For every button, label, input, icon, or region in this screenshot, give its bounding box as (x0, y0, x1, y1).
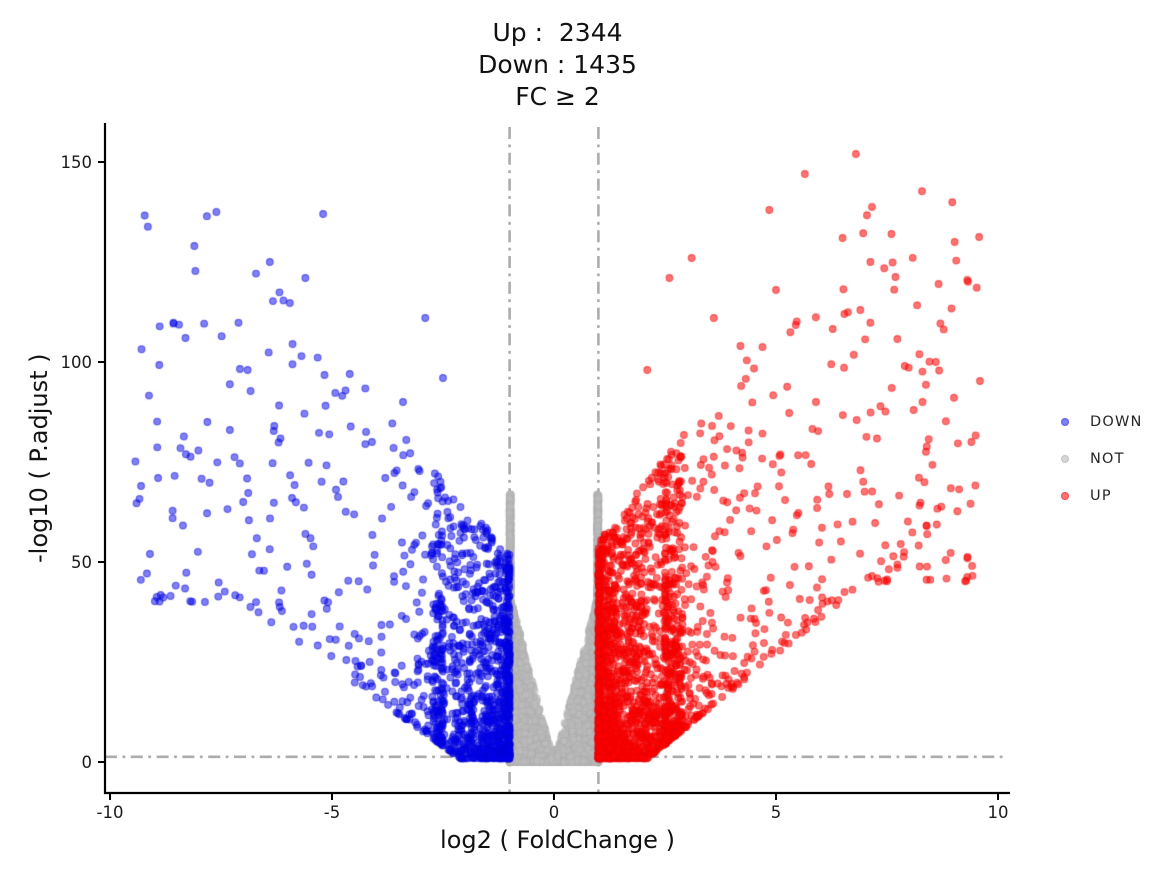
legend-swatch-not-icon (1061, 455, 1069, 463)
legend-label-not: NOT (1090, 451, 1125, 467)
legend: DOWN NOT UP (1050, 410, 1170, 521)
legend-swatch-down-icon (1061, 418, 1069, 426)
legend-label-up: UP (1090, 488, 1112, 504)
title-line-fc-threshold: FC ≥ 2 (515, 82, 600, 111)
legend-item-down: DOWN (1050, 410, 1170, 434)
chart-title: Up : 2344 Down : 1435 FC ≥ 2 (105, 17, 1010, 113)
y-axis-label: -log10 ( P.adjust ) (25, 353, 53, 563)
title-line-up-count: Up : 2344 (492, 18, 623, 47)
legend-label-down: DOWN (1090, 414, 1143, 430)
title-line-down-count: Down : 1435 (478, 50, 637, 79)
legend-item-up: UP (1050, 484, 1170, 508)
x-axis-label: log2 ( FoldChange ) (440, 826, 675, 854)
legend-swatch-up-icon (1061, 492, 1069, 500)
legend-item-not: NOT (1050, 447, 1170, 471)
